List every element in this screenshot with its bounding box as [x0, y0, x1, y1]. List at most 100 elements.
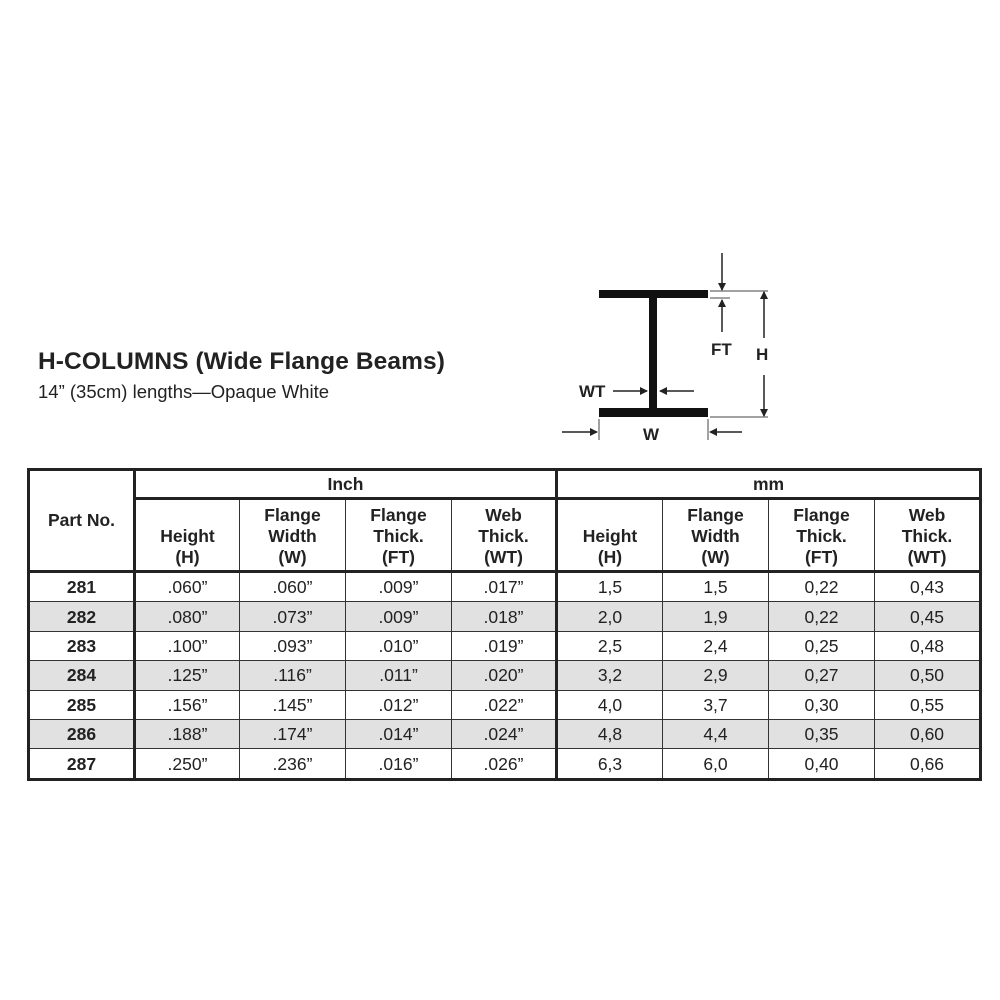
mm-web-thick-cell: 0,50 [874, 660, 981, 691]
w-label: W [643, 425, 660, 440]
mm-height-cell: 2,5 [555, 630, 663, 662]
mm-flange-width-header: Flange Width (W) [662, 498, 769, 573]
header-line: Width [268, 526, 317, 546]
part-number-cell: 282 [28, 601, 136, 632]
part-number-cell: 284 [28, 660, 136, 691]
inch-web-thick-cell: .020” [451, 660, 557, 691]
inch-flange-thick-cell: .016” [345, 748, 452, 780]
inch-height-cell: .156” [134, 689, 240, 720]
mm-flange-width-cell: 4,4 [662, 718, 769, 750]
inch-flange-thick-cell: .009” [345, 570, 452, 603]
mm-web-thick-cell: 0,45 [874, 601, 981, 632]
inch-flange-thick-cell: .011” [345, 660, 452, 691]
inch-web-thick-cell: .019” [451, 630, 557, 662]
mm-height-cell: 1,5 [555, 570, 663, 603]
mm-flange-width-cell: 2,4 [662, 630, 769, 662]
inch-flange-width-cell: .174” [239, 718, 346, 750]
mm-web-thick-header: Web Thick. (WT) [874, 498, 981, 573]
mm-height-cell: 4,0 [555, 689, 663, 720]
inch-height-cell: .188” [134, 718, 240, 750]
inch-flange-thick-cell: .014” [345, 718, 452, 750]
header-line [136, 505, 239, 526]
part-number-cell: 287 [28, 748, 136, 780]
inch-height-cell: .080” [134, 601, 240, 632]
inch-flange-width-cell: .093” [239, 630, 346, 662]
inch-height-cell: .250” [134, 748, 240, 780]
mm-flange-width-cell: 1,5 [662, 570, 769, 603]
mm-height-cell: 2,0 [555, 601, 663, 632]
inch-web-thick-cell: .024” [451, 718, 557, 750]
mm-flange-thick-cell: 0,40 [768, 748, 875, 780]
mm-flange-width-cell: 6,0 [662, 748, 769, 780]
inch-flange-thick-cell: .010” [345, 630, 452, 662]
inch-flange-thick-cell: .012” [345, 689, 452, 720]
page-subtitle: 14” (35cm) lengths—Opaque White [38, 381, 329, 402]
inch-flange-width-cell: .236” [239, 748, 346, 780]
mm-flange-thick-cell: 0,22 [768, 570, 875, 603]
mm-flange-thick-header: Flange Thick. (FT) [768, 498, 875, 573]
inch-group-header: Inch [134, 469, 557, 500]
inch-web-thick-cell: .026” [451, 748, 557, 780]
mm-flange-thick-cell: 0,27 [768, 660, 875, 691]
table-row: 283.100” .093” .010” .019” 2,5 2,4 0,25 0,48 [28, 630, 981, 662]
table-row: 287.250” .236” .016” .026” 6,3 6,0 0,40 0,66 [28, 748, 981, 780]
table-row: 286.188” .174” .014” .024” 4,8 4,4 0,35 0,60 [28, 718, 981, 750]
mm-web-thick-cell: 0,60 [874, 718, 981, 750]
header-line: (H) [175, 547, 200, 567]
part-no-header: Part No. [28, 469, 136, 573]
part-number-cell: 283 [28, 630, 136, 662]
spec-table: Part No. Inch mm Height (H) Flange Width (W)… [27, 468, 982, 781]
inch-height-cell: .060” [134, 570, 240, 603]
header-line: Thick. [796, 526, 847, 546]
table-row: 284.125” .116” .011” .020” 3,2 2,9 0,27 0,50 [28, 660, 981, 691]
header-line: Flange [370, 505, 427, 525]
part-number-cell: 285 [28, 689, 136, 720]
inch-flange-width-cell: .145” [239, 689, 346, 720]
inch-flange-width-header: Flange Width (W) [239, 498, 346, 573]
inch-web-thick-cell: .018” [451, 601, 557, 632]
mm-group-header: mm [555, 469, 981, 500]
header-line: Width [691, 526, 740, 546]
table-row: 281.060” .060” .009” .017” 1,5 1,5 0,22 0,43 [28, 570, 981, 603]
wt-label: WT [579, 382, 606, 401]
mm-flange-thick-cell: 0,25 [768, 630, 875, 662]
mm-web-thick-cell: 0,55 [874, 689, 981, 720]
header-line: Flange [687, 505, 744, 525]
h-label: H [756, 345, 768, 364]
header-line: Thick. [901, 526, 953, 546]
mm-height-header: Height (H) [555, 498, 663, 573]
mm-flange-thick-cell: 0,35 [768, 718, 875, 750]
header-line: Thick. [478, 526, 529, 546]
header-line: (W) [278, 547, 307, 567]
header-line: Web [485, 505, 522, 525]
inch-height-cell: .100” [134, 630, 240, 662]
header-line: Flange [264, 505, 321, 525]
header-line: Height [160, 526, 215, 546]
h-column-diagram: FT H WT W [562, 253, 768, 440]
inch-flange-thick-cell: .009” [345, 601, 452, 632]
mm-web-thick-cell: 0,66 [874, 748, 981, 780]
mm-web-thick-cell: 0,48 [874, 630, 981, 662]
header-line: (W) [701, 547, 730, 567]
header-line [558, 505, 662, 526]
header-line: Thick. [373, 526, 424, 546]
part-number-cell: 281 [28, 570, 136, 603]
inch-web-thick-header: Web Thick. (WT) [451, 498, 557, 573]
inch-web-thick-cell: .017” [451, 570, 557, 603]
beam-shape [599, 290, 708, 417]
mm-height-cell: 6,3 [555, 748, 663, 780]
table-row: 285.156” .145” .012” .022” 4,0 3,7 0,30 0,55 [28, 689, 981, 720]
inch-web-thick-cell: .022” [451, 689, 557, 720]
mm-height-cell: 3,2 [555, 660, 663, 691]
mm-flange-width-cell: 3,7 [662, 689, 769, 720]
table-row: 282.080” .073” .009” .018” 2,0 1,9 0,22 0,45 [28, 601, 981, 632]
inch-height-header: Height (H) [134, 498, 240, 573]
mm-flange-thick-cell: 0,22 [768, 601, 875, 632]
header-line: Web [908, 505, 946, 525]
mm-flange-thick-cell: 0,30 [768, 689, 875, 720]
dimension-arrows [562, 253, 768, 436]
header-line: Height [582, 526, 638, 546]
inch-flange-width-cell: .060” [239, 570, 346, 603]
header-line: (H) [597, 547, 623, 567]
mm-flange-width-cell: 1,9 [662, 601, 769, 632]
